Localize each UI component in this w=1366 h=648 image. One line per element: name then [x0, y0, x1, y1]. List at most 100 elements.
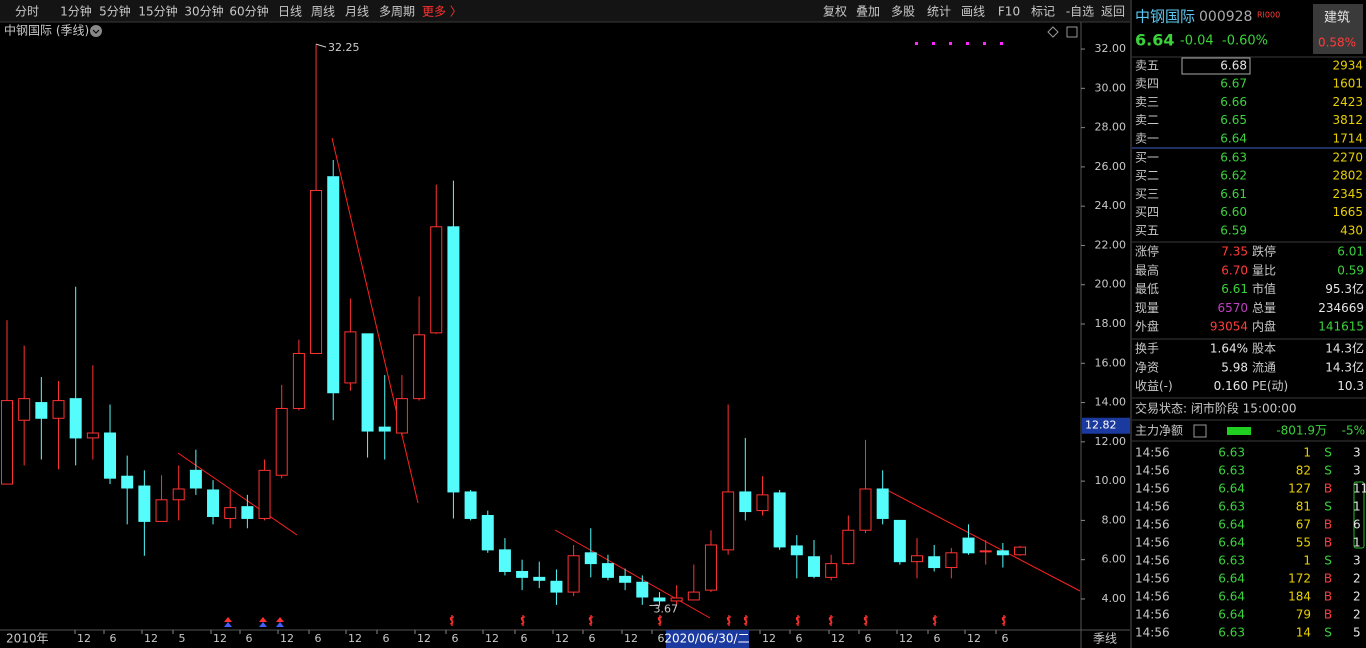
period-button[interactable]: 1分钟: [60, 4, 92, 19]
scroll-icon[interactable]: [1066, 26, 1078, 38]
book-volume: 1601: [1332, 77, 1363, 91]
candle-body: [172, 488, 185, 501]
trend-lines: [177, 137, 1081, 619]
book-volume: 2270: [1332, 151, 1363, 165]
tick-time: 14:56: [1135, 536, 1170, 550]
candle-body: [756, 494, 769, 512]
tick-volume: 127: [1288, 482, 1311, 496]
toolbar-bg: [0, 0, 1130, 22]
x-tick-label: 6: [383, 632, 390, 645]
x-tick-label: 12: [144, 632, 158, 645]
period-button[interactable]: 分时: [15, 5, 39, 19]
main-flow-label: 主力净额: [1135, 424, 1183, 438]
more-button[interactable]: 更多 〉: [422, 5, 462, 19]
split-markers: [224, 617, 284, 627]
x-tick-label: 12: [280, 632, 294, 645]
candle-body: [979, 550, 992, 553]
tick-time: 14:56: [1135, 518, 1170, 532]
book-price: 6.68: [1220, 59, 1247, 73]
period-button[interactable]: 30分钟: [184, 4, 223, 19]
finance-value: 5.98: [1221, 360, 1248, 374]
title-dropdown[interactable]: [90, 25, 102, 37]
x-tick-label: 12: [831, 632, 845, 645]
tick-volume: 14: [1296, 626, 1311, 640]
sector-box: [1313, 4, 1363, 54]
stat-label: 最低: [1135, 282, 1159, 296]
book-volume: 430: [1340, 223, 1363, 237]
scrollbar[interactable]: [1353, 481, 1365, 549]
book-price: 6.62: [1220, 169, 1247, 183]
period-button[interactable]: 周线: [311, 5, 335, 19]
sector-pct: 0.58%: [1318, 36, 1356, 50]
y-tick-label: 10.00: [1095, 474, 1127, 487]
candle-body: [601, 563, 614, 578]
dropdown-arrow: [92, 29, 100, 34]
tick-time: 14:56: [1135, 554, 1170, 568]
tick-side: B: [1324, 572, 1332, 586]
stat-label: 涨停: [1135, 244, 1159, 259]
candle-body: [567, 555, 580, 593]
x-tick-label: 6: [110, 632, 117, 645]
ref-price-box: [1181, 57, 1251, 75]
flow-icon[interactable]: [1193, 424, 1207, 438]
chart-title: 中钢国际 (季线): [4, 23, 89, 38]
candle-body: [121, 475, 134, 489]
tool-button[interactable]: 标记: [1031, 5, 1055, 19]
time-axis-first-label: 2010年: [6, 632, 49, 646]
x-tick-label: 6: [865, 632, 872, 645]
period-button[interactable]: 月线: [345, 5, 369, 19]
candle-body: [86, 432, 99, 439]
candle-body: [842, 529, 855, 565]
tick-side: S: [1324, 626, 1332, 640]
finance-value: 0.160: [1214, 379, 1248, 393]
tool-button[interactable]: 复权: [823, 5, 847, 19]
finance-label: PE(动): [1252, 379, 1288, 393]
flow-bar: [1227, 427, 1251, 435]
tool-button[interactable]: 画线: [961, 5, 985, 19]
period-button[interactable]: 日线: [278, 5, 302, 19]
period-button[interactable]: 多周期: [379, 5, 415, 19]
candle-body: [687, 591, 700, 601]
candle-body: [292, 352, 305, 409]
stat-label: 外盘: [1135, 319, 1159, 334]
period-button[interactable]: 5分钟: [99, 4, 131, 19]
tick-time: 14:56: [1135, 590, 1170, 604]
tick-time: 14:56: [1135, 572, 1170, 586]
tick-side: B: [1324, 608, 1332, 622]
candle-body: [773, 492, 786, 548]
y-tick-label: 18.00: [1095, 317, 1127, 330]
x-tick-label: 6: [589, 632, 596, 645]
book-price: 6.66: [1220, 95, 1247, 109]
tool-button[interactable]: 叠加: [856, 5, 880, 19]
candle-body: [945, 552, 958, 569]
book-volume: 2934: [1332, 59, 1363, 73]
main-flow-value: -801.9万: [1276, 424, 1327, 438]
candle-body: [893, 519, 906, 563]
diamond-icon[interactable]: [1047, 26, 1059, 38]
period-button[interactable]: 15分钟: [138, 4, 177, 19]
candle-body: [550, 580, 563, 593]
tool-button[interactable]: -自选: [1066, 5, 1094, 19]
sector-name[interactable]: 建筑: [1324, 10, 1350, 26]
book-price: 6.60: [1220, 205, 1247, 219]
y-tick-label: 4.00: [1102, 592, 1127, 605]
tool-button[interactable]: 返回: [1101, 5, 1125, 19]
book-volume: 2345: [1332, 187, 1363, 201]
tick-time: 14:56: [1135, 464, 1170, 478]
x-tick-label: 12: [899, 632, 913, 645]
candle-body: [739, 491, 752, 513]
x-tick-label: 12: [762, 632, 776, 645]
tick-price: 6.64: [1218, 590, 1245, 604]
x-tick-label: 6: [1002, 632, 1009, 645]
period-button[interactable]: 60分钟: [229, 4, 268, 19]
tool-button[interactable]: 统计: [927, 5, 951, 19]
tool-button[interactable]: 多股: [891, 5, 915, 19]
book-label: 买二: [1135, 169, 1159, 183]
stat-value: 6570: [1217, 301, 1248, 315]
tool-button[interactable]: F10: [998, 5, 1020, 19]
tick-volume: 184: [1288, 590, 1311, 604]
candle-body: [653, 597, 666, 602]
cursor-price: 12.82: [1085, 419, 1117, 432]
magenta-dots: [915, 42, 1003, 45]
